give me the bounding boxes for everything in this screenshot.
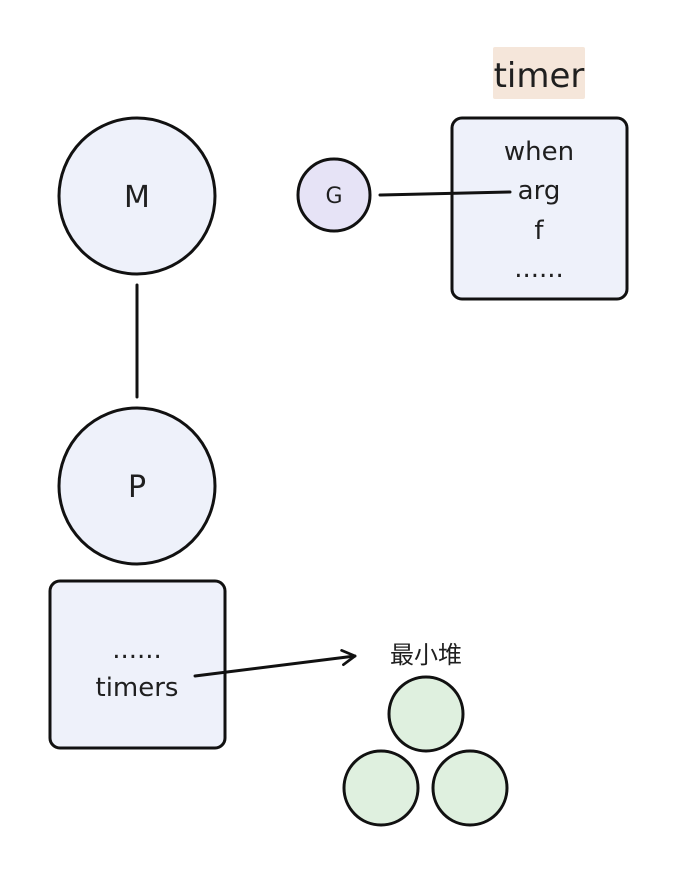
- heap-node-right: [431, 749, 509, 827]
- g-node: G: [296, 157, 372, 233]
- p-node-circle: [57, 406, 217, 566]
- heap-node-left: [342, 749, 420, 827]
- timer-title: timer: [493, 47, 585, 99]
- min-heap: [342, 675, 509, 827]
- p-box-ellipsis: ......: [112, 635, 162, 665]
- timer-field-arg: arg: [518, 176, 561, 206]
- timer-title-text: timer: [494, 56, 585, 96]
- heap-node-top: [387, 675, 465, 753]
- timers-heap-arrow: [193, 649, 357, 678]
- g-node-label: G: [325, 184, 342, 209]
- g-arg-connector: [378, 190, 512, 197]
- p-timers-box-rect: [48, 579, 227, 750]
- p-timers-box: ...... timers: [48, 579, 227, 750]
- p-node: P: [57, 406, 217, 566]
- timer-field-f: f: [534, 216, 544, 246]
- m-node-label: M: [124, 180, 150, 215]
- p-node-label: P: [128, 470, 146, 505]
- timer-field-ellipsis: ......: [514, 254, 564, 284]
- p-box-timers-label: timers: [96, 673, 179, 703]
- m-node-circle: [57, 116, 217, 276]
- m-node: M: [57, 116, 217, 276]
- timer-title-highlight: [493, 47, 585, 99]
- heap-label: 最小堆: [390, 641, 462, 669]
- g-node-circle: [296, 157, 372, 233]
- timer-struct-box: when arg f ......: [450, 116, 629, 301]
- timer-struct-rect: [450, 116, 629, 301]
- timer-field-when: when: [504, 137, 574, 167]
